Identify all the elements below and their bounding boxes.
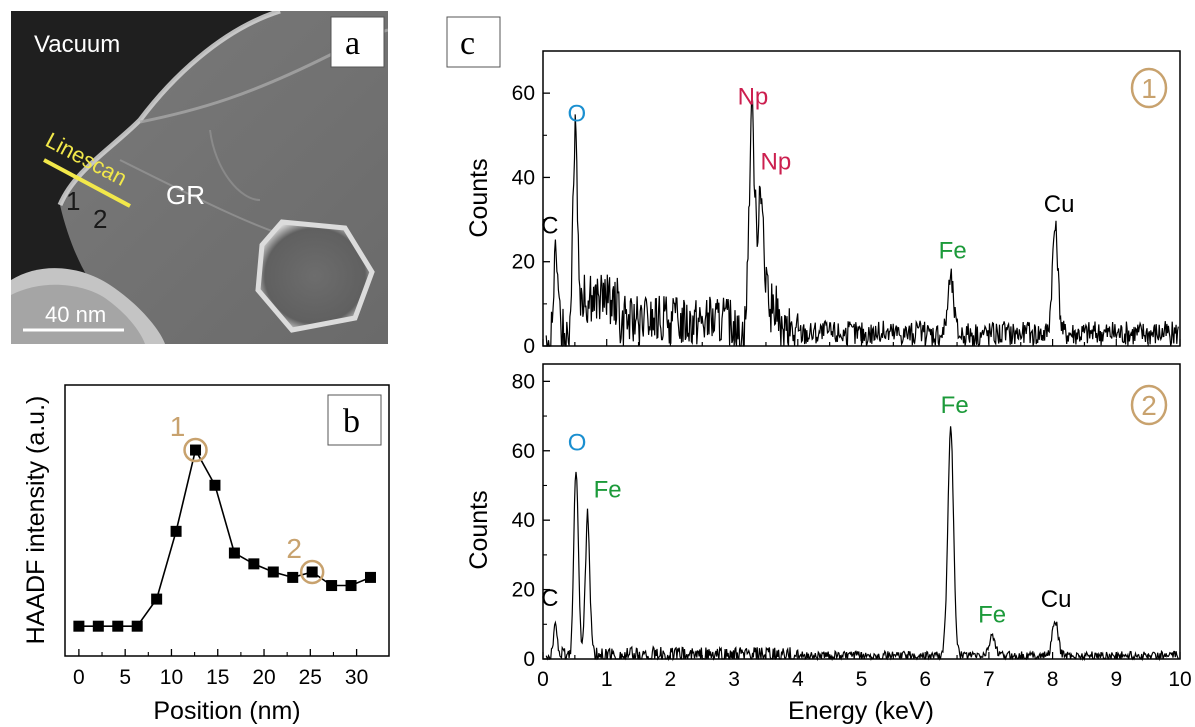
b-highlight-label: 1 <box>170 411 186 442</box>
spectrum-1-y-axis-title: Counts <box>465 158 493 237</box>
b-data-point <box>209 479 221 491</box>
stem-image-panel: Vacuum GR Linescan 1 2 40 nm a <box>11 11 388 344</box>
peak-label-o: O <box>568 430 587 457</box>
panel-a-letter: a <box>345 25 360 62</box>
scale-bar-label: 40 nm <box>45 302 106 327</box>
panel-b-x-ticks: 0 5 10 15 20 25 30 <box>73 649 368 689</box>
spectrum-2-line <box>545 426 1179 662</box>
spectrum-2-marker-ring <box>1130 384 1168 426</box>
b-x-tick-label: 25 <box>299 666 322 689</box>
panel-c-letter: c <box>460 25 475 62</box>
b-highlight-ring <box>183 437 208 463</box>
spectrum-1-marker-ring <box>1130 67 1168 109</box>
spectrum-2-peak-labels: C O Fe Fe Fe Cu <box>541 392 1071 629</box>
gr-label: GR <box>166 180 205 210</box>
b-data-point <box>151 593 163 605</box>
b-highlight-label: 2 <box>286 533 302 564</box>
b-data-point <box>287 571 299 583</box>
b-data-point <box>228 547 240 559</box>
y-tick-label: 60 <box>512 440 535 463</box>
panel-b-letter: b <box>343 403 360 440</box>
spectrum-2-y-ticks: 0 20 40 60 80 <box>512 370 550 671</box>
stem-image: Vacuum GR Linescan 1 2 40 nm <box>11 11 388 344</box>
y-tick-label: 40 <box>512 166 535 189</box>
y-tick-label: 60 <box>512 82 535 105</box>
linescan-line <box>43 158 131 208</box>
peak-label-fe: Fe <box>978 602 1006 629</box>
spectrum-1-peak-labels: C O Np Np Fe Cu <box>541 83 1074 264</box>
peak-label-fe: Fe <box>594 477 622 504</box>
peak-label-c: C <box>541 213 558 240</box>
b-data-point <box>73 620 85 632</box>
spectrum-1-frame <box>542 50 1181 347</box>
linescan-profile-chart: b 0 5 10 15 20 25 30 12 Position (nm) HAADF in… <box>22 384 390 725</box>
peak-label-o: O <box>568 100 587 127</box>
b-x-tick-label: 30 <box>345 666 368 689</box>
x-tick-label: 8 <box>1047 668 1059 691</box>
peak-label-np: Np <box>738 83 769 110</box>
peak-label-c: C <box>541 585 558 612</box>
spectrum-2-frame <box>542 363 1181 660</box>
b-data-point <box>267 566 279 578</box>
y-tick-label: 0 <box>523 335 535 358</box>
panel-b-highlight-markers: 12 <box>170 411 325 585</box>
spectrum-1-marker: 1 <box>1141 73 1157 104</box>
b-data-point <box>112 620 124 632</box>
panel-b-series <box>73 444 376 632</box>
b-data-point <box>170 525 182 537</box>
panel-b-y-axis-title: HAADF intensity (a.u.) <box>22 396 50 645</box>
peak-label-cu: Cu <box>1044 191 1075 218</box>
spectrum-1-y-ticks: 0 20 40 60 <box>512 82 550 358</box>
x-tick-label: 3 <box>728 668 740 691</box>
x-tick-label: 10 <box>1168 668 1191 691</box>
vacuum-label: Vacuum <box>34 31 120 58</box>
spectrum-1-line <box>545 92 1179 348</box>
point1-label: 1 <box>66 186 80 216</box>
x-tick-label: 7 <box>983 668 995 691</box>
b-data-point <box>248 558 260 570</box>
y-tick-label: 20 <box>512 579 535 602</box>
b-data-point <box>190 444 202 456</box>
y-tick-label: 20 <box>512 251 535 274</box>
x-tick-label: 6 <box>919 668 931 691</box>
b-data-point <box>131 620 143 632</box>
b-x-tick-label: 10 <box>160 666 183 689</box>
spectrum-2-y-axis-title: Counts <box>465 490 493 569</box>
b-data-point <box>345 580 357 592</box>
x-tick-label: 9 <box>1110 668 1122 691</box>
panel-b-frame <box>64 384 390 657</box>
y-tick-label: 40 <box>512 509 535 532</box>
point2-label: 2 <box>93 204 107 234</box>
spectrum-1-chart: 0 20 40 60 C O Np Np Fe Cu Counts 1 <box>465 50 1181 358</box>
spectrum-2-x-axis-title: Energy (keV) <box>788 697 934 725</box>
x-tick-label: 1 <box>601 668 613 691</box>
b-data-point <box>92 620 104 632</box>
b-x-tick-label: 15 <box>206 666 229 689</box>
b-series-line <box>78 447 371 627</box>
peak-label-np: Np <box>761 149 792 176</box>
b-data-point <box>306 566 318 578</box>
spectrum-2-marker: 2 <box>1141 390 1157 421</box>
x-tick-label: 5 <box>856 668 868 691</box>
x-tick-label: 2 <box>665 668 677 691</box>
x-tick-label: 4 <box>792 668 804 691</box>
b-x-tick-label: 5 <box>119 666 131 689</box>
y-tick-label: 80 <box>512 370 535 393</box>
x-tick-label: 0 <box>537 668 549 691</box>
b-data-point <box>364 571 376 583</box>
peak-label-cu: Cu <box>1041 586 1072 613</box>
spectrum-2-chart: 0 20 40 60 80 0 1 2 3 4 5 6 7 8 9 10 C O Fe Fe Fe Cu Counts… <box>465 363 1192 725</box>
peak-label-fe: Fe <box>941 392 969 419</box>
b-x-tick-label: 0 <box>73 666 85 689</box>
panel-b-x-axis-title: Position (nm) <box>153 697 300 725</box>
peak-label-fe: Fe <box>939 238 967 265</box>
b-highlight-ring <box>299 559 325 585</box>
b-x-tick-label: 20 <box>252 666 275 689</box>
b-data-point <box>326 580 338 592</box>
y-tick-label: 0 <box>523 648 535 671</box>
